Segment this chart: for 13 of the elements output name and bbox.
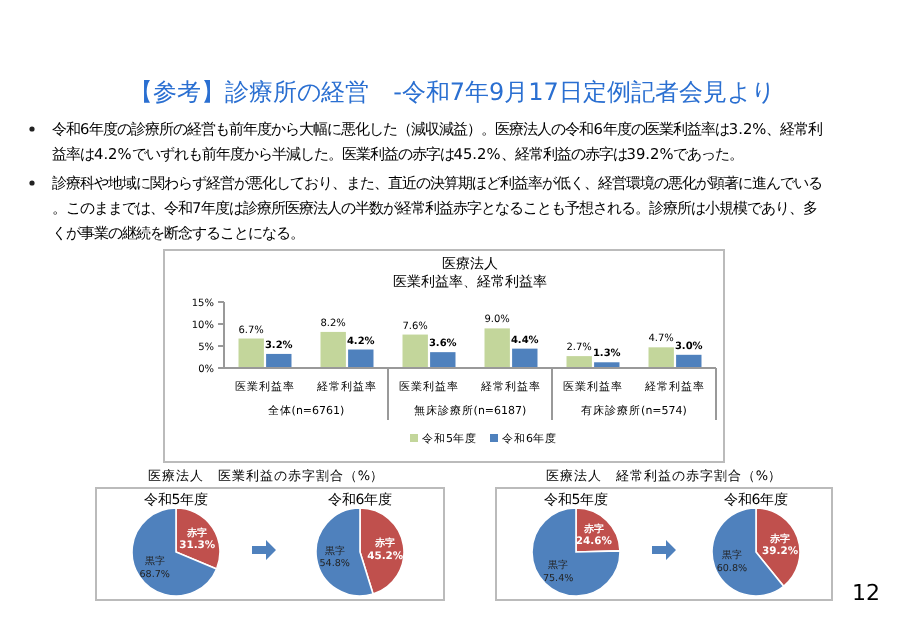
bar <box>266 353 292 368</box>
bar <box>484 328 510 368</box>
bar <box>648 347 674 368</box>
bar <box>566 356 592 368</box>
bar <box>430 352 456 368</box>
bar <box>348 349 374 368</box>
bar <box>676 354 702 368</box>
text: 12 <box>852 580 880 606</box>
text: 【参考】診療所の経営 -令和7年9月17日定例記者会見より <box>129 78 775 106</box>
bar <box>320 331 346 368</box>
bar <box>402 334 428 368</box>
bar <box>238 338 264 368</box>
bar <box>512 348 538 368</box>
